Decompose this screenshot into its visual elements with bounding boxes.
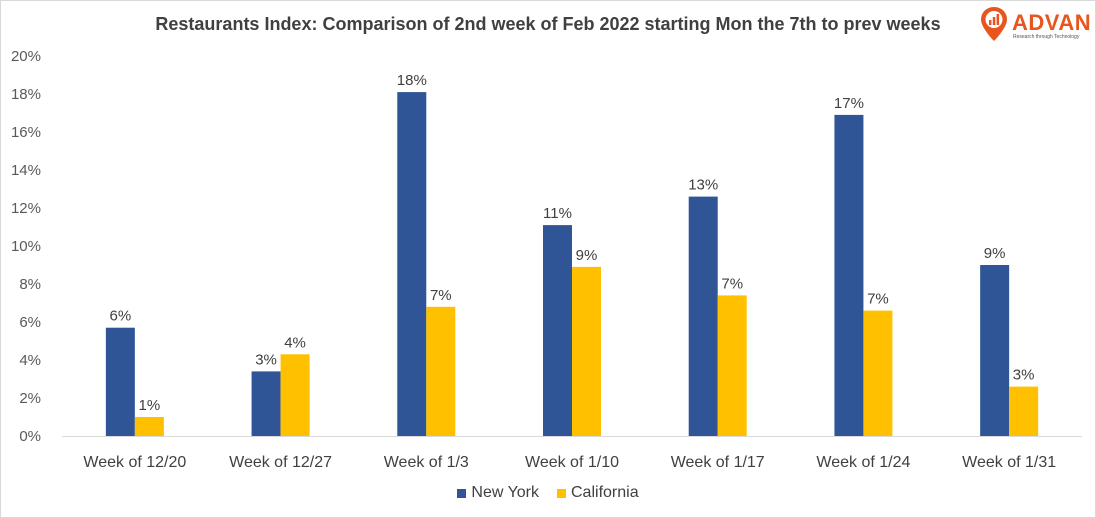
legend: New York California: [0, 484, 1096, 502]
x-category-label: Week of 1/3: [384, 454, 469, 471]
y-tick-label: 0%: [19, 428, 41, 445]
data-label: 18%: [397, 72, 427, 89]
bar-new-york: [980, 265, 1010, 436]
y-tick-label: 10%: [11, 238, 41, 255]
x-category-label: Week of 1/10: [525, 454, 619, 471]
y-tick-label: 18%: [11, 86, 41, 103]
y-tick-label: 4%: [19, 352, 41, 369]
logo-tagline: Research through Technology: [1013, 34, 1080, 40]
y-tick-label: 14%: [11, 162, 41, 179]
data-label: 6%: [110, 308, 132, 325]
data-label: 3%: [255, 351, 277, 368]
bar-california: [134, 417, 164, 436]
data-label: 4%: [284, 334, 306, 351]
bar-california: [280, 354, 310, 436]
x-category-label: Week of 1/17: [671, 454, 765, 471]
bar-new-york: [397, 92, 427, 436]
bar-new-york: [688, 196, 718, 436]
bar-new-york: [834, 114, 864, 437]
data-label: 17%: [834, 95, 864, 112]
data-label: 13%: [688, 177, 718, 194]
data-label: 7%: [867, 291, 889, 308]
data-label: 7%: [721, 275, 743, 292]
y-tick-label: 8%: [19, 276, 41, 293]
legend-item: California: [557, 484, 639, 502]
y-tick-label: 6%: [19, 314, 41, 331]
logo-wordmark: ADVAN: [1012, 10, 1092, 35]
legend-item: New York: [457, 484, 539, 502]
x-category-label: Week of 1/31: [962, 454, 1056, 471]
y-tick-label: 2%: [19, 390, 41, 407]
data-label: 9%: [984, 245, 1006, 262]
legend-label: New York: [471, 484, 539, 501]
legend-label: California: [571, 484, 639, 501]
advan-logo: ADVAN Research through Technology: [980, 4, 1092, 46]
logo-pin-icon: [981, 7, 1007, 41]
bar-california: [572, 266, 601, 436]
data-label: 1%: [139, 397, 161, 414]
y-tick-label: 12%: [11, 200, 41, 217]
bar-california: [863, 310, 893, 436]
data-label: 11%: [543, 205, 572, 222]
bar-new-york: [543, 225, 572, 436]
y-tick-label: 16%: [11, 124, 41, 141]
data-label: 3%: [1013, 367, 1035, 384]
y-tick-label: 20%: [11, 48, 41, 65]
bar-california: [717, 295, 747, 436]
chart-title: Restaurants Index: Comparison of 2nd wee…: [155, 14, 941, 34]
bar-california: [1009, 386, 1039, 436]
bar-new-york: [105, 327, 135, 436]
bar-california: [426, 306, 456, 436]
x-category-label: Week of 12/20: [83, 454, 186, 471]
bar-new-york: [251, 371, 281, 436]
legend-swatch: [457, 488, 467, 498]
data-label: 9%: [576, 247, 598, 264]
x-category-label: Week of 12/27: [229, 454, 332, 471]
x-category-label: Week of 1/24: [816, 454, 910, 471]
data-label: 7%: [430, 287, 452, 304]
legend-swatch: [557, 488, 566, 498]
